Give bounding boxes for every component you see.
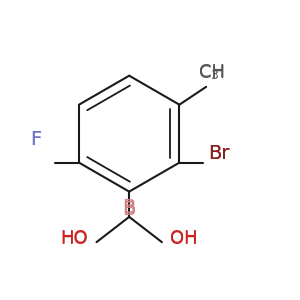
Text: OH: OH [170, 230, 198, 248]
Text: B: B [122, 200, 136, 219]
Text: CH: CH [199, 64, 225, 82]
Text: B: B [122, 199, 136, 218]
Text: HO: HO [60, 229, 88, 247]
Text: Br: Br [208, 144, 230, 163]
Text: HO: HO [60, 230, 88, 248]
Text: F: F [30, 130, 41, 149]
Text: OH: OH [170, 229, 198, 247]
Text: CH: CH [199, 63, 225, 81]
Text: 3: 3 [210, 69, 218, 82]
Text: F: F [30, 130, 41, 149]
Text: Br: Br [208, 144, 230, 163]
